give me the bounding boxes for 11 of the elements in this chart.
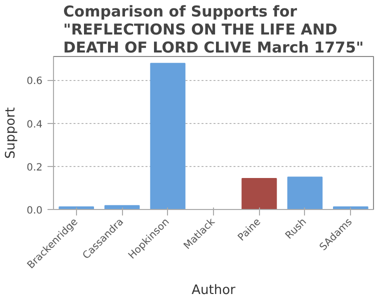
- bar: [150, 62, 186, 210]
- bar: [104, 205, 140, 210]
- bar: [242, 178, 277, 210]
- x-axis-title: Author: [192, 283, 236, 298]
- y-tick-label: 0.6: [26, 76, 43, 88]
- y-tick-label: 0.2: [26, 162, 43, 174]
- chart-title: Comparison of Supports for "REFLECTIONS ON THE LIFE AND DEATH OF LORD CLIVE March 1775": [63, 2, 364, 56]
- bar: [287, 176, 323, 210]
- y-tick-label: 0.4: [26, 119, 43, 130]
- y-tick-label: 0.0: [26, 206, 43, 216]
- y-axis-title: Support: [4, 107, 19, 159]
